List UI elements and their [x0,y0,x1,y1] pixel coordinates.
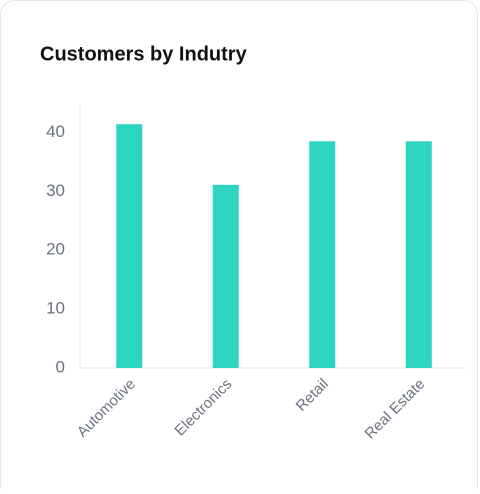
bar [309,141,336,368]
bar [405,141,432,368]
y-tick-label: 30 [46,181,65,200]
y-tick-label: 10 [46,299,65,318]
y-tick-label: 40 [46,122,65,141]
bar [116,124,143,368]
y-tick-label: 0 [56,357,65,376]
bar [212,184,239,368]
chart-title: Customers by Indutry [40,43,248,65]
y-tick-label: 20 [46,240,65,259]
